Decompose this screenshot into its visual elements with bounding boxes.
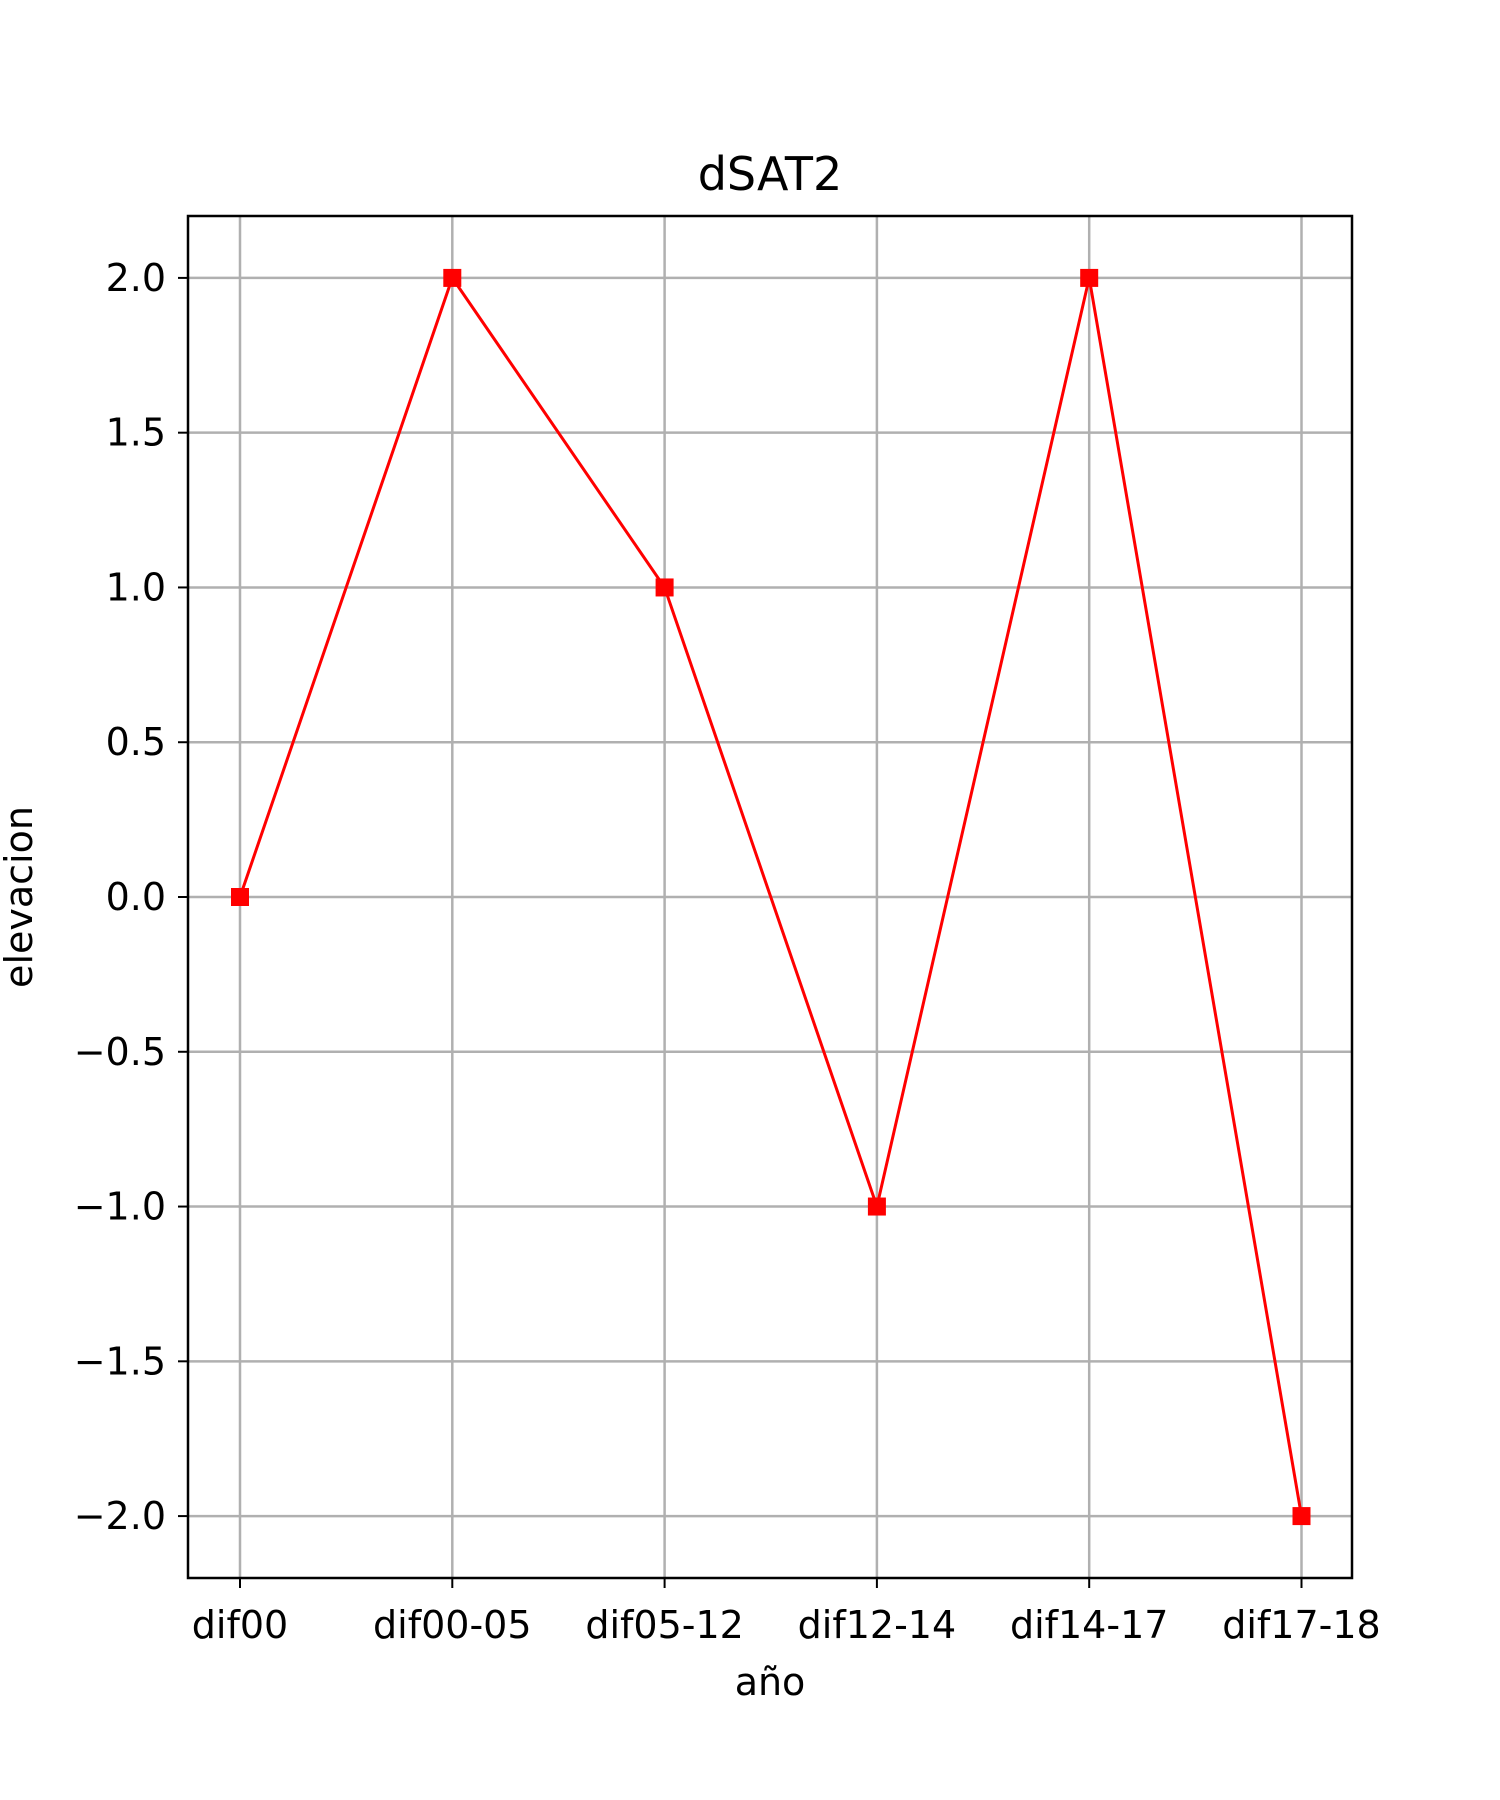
y-tick-label: 0.0 bbox=[106, 875, 166, 919]
x-tick-label: dif12-14 bbox=[798, 1603, 956, 1647]
y-tick-label: 1.5 bbox=[106, 411, 166, 455]
x-axis-label: año bbox=[735, 1660, 806, 1704]
data-point-marker bbox=[655, 578, 674, 597]
series-line bbox=[238, 276, 1303, 1517]
x-tick-label: dif00 bbox=[192, 1603, 288, 1647]
chart-title: dSAT2 bbox=[698, 147, 843, 201]
y-tick-label: −2.0 bbox=[74, 1494, 166, 1538]
x-tick-label: dif17-18 bbox=[1222, 1603, 1380, 1647]
y-tick-label: 0.5 bbox=[106, 720, 166, 764]
y-tick-label: −1.5 bbox=[74, 1339, 166, 1383]
x-tick-label: dif00-05 bbox=[373, 1603, 531, 1647]
y-tick-label: 2.0 bbox=[106, 256, 166, 300]
y-axis-label: elevacion bbox=[0, 806, 41, 988]
y-tick-label: 1.0 bbox=[106, 565, 166, 609]
data-point-marker bbox=[1080, 268, 1099, 287]
data-point-marker bbox=[1292, 1507, 1311, 1526]
data-point-marker bbox=[443, 268, 462, 287]
x-axis-ticks: dif00 dif00-05 dif05-12 dif12-14 dif14-17 dif… bbox=[192, 1578, 1381, 1647]
x-tick-label: dif05-12 bbox=[585, 1603, 743, 1647]
y-tick-label: −1.0 bbox=[74, 1185, 166, 1229]
data-point-marker bbox=[867, 1197, 886, 1216]
y-axis-ticks: 2.0 1.5 1.0 0.5 0.0 −0.5 −1.0 −1.5 −2.0 bbox=[74, 256, 188, 1538]
x-tick-label: dif14-17 bbox=[1010, 1603, 1168, 1647]
data-marker-group bbox=[231, 268, 1311, 1526]
series-line-group bbox=[238, 276, 1303, 1517]
y-tick-label: −0.5 bbox=[74, 1030, 166, 1074]
data-point-marker bbox=[231, 888, 249, 906]
